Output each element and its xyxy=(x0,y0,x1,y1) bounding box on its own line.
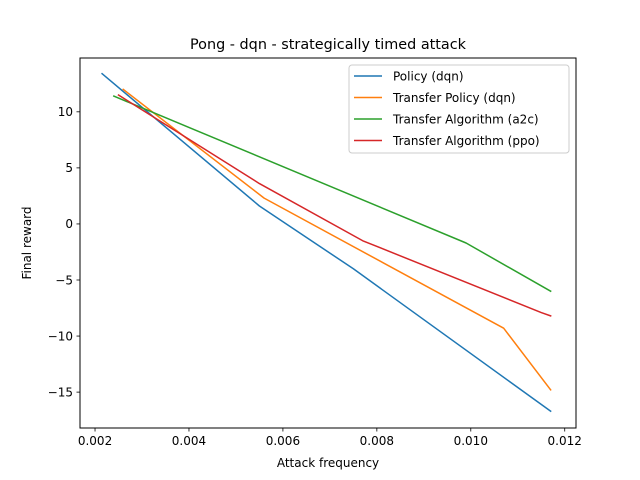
y-axis: −15 −10 −5 0 5 10 xyxy=(48,105,80,399)
series-layer xyxy=(101,72,552,413)
series-line-2 xyxy=(122,88,552,391)
x-tick-label: 0.010 xyxy=(454,434,488,448)
chart-title: Pong - dqn - strategically timed attack xyxy=(190,37,467,53)
legend-label-3: Transfer Algorithm (a2c) xyxy=(392,112,539,126)
x-tick-label: 0.002 xyxy=(78,434,112,448)
plot-area-frame xyxy=(79,57,577,429)
x-tick-label: 0.012 xyxy=(548,434,582,448)
y-tick-label: 10 xyxy=(58,105,73,119)
series-line-1 xyxy=(101,72,552,413)
legend: Policy (dqn) Transfer Policy (dqn) Transfe… xyxy=(348,64,570,154)
x-axis-label: Attack frequency xyxy=(277,456,379,470)
series-line-3 xyxy=(112,95,552,293)
legend-label-1: Policy (dqn) xyxy=(393,69,464,83)
y-tick-label: −10 xyxy=(48,329,73,343)
y-tick-label: −5 xyxy=(55,273,73,287)
legend-label-4: Transfer Algorithm (ppo) xyxy=(392,134,540,148)
y-tick-label: 5 xyxy=(65,161,73,175)
y-axis-label: Final reward xyxy=(20,206,34,279)
x-axis: 0.002 0.004 0.006 0.008 0.010 0.012 xyxy=(78,428,582,448)
x-tick-label: 0.004 xyxy=(172,434,206,448)
x-tick-label: 0.006 xyxy=(266,434,300,448)
y-tick-label: −15 xyxy=(48,385,73,399)
series-line-4 xyxy=(117,93,552,317)
x-tick-label: 0.008 xyxy=(360,434,394,448)
y-tick-label: 0 xyxy=(65,217,73,231)
legend-box xyxy=(348,64,570,154)
legend-label-2: Transfer Policy (dqn) xyxy=(392,91,516,105)
